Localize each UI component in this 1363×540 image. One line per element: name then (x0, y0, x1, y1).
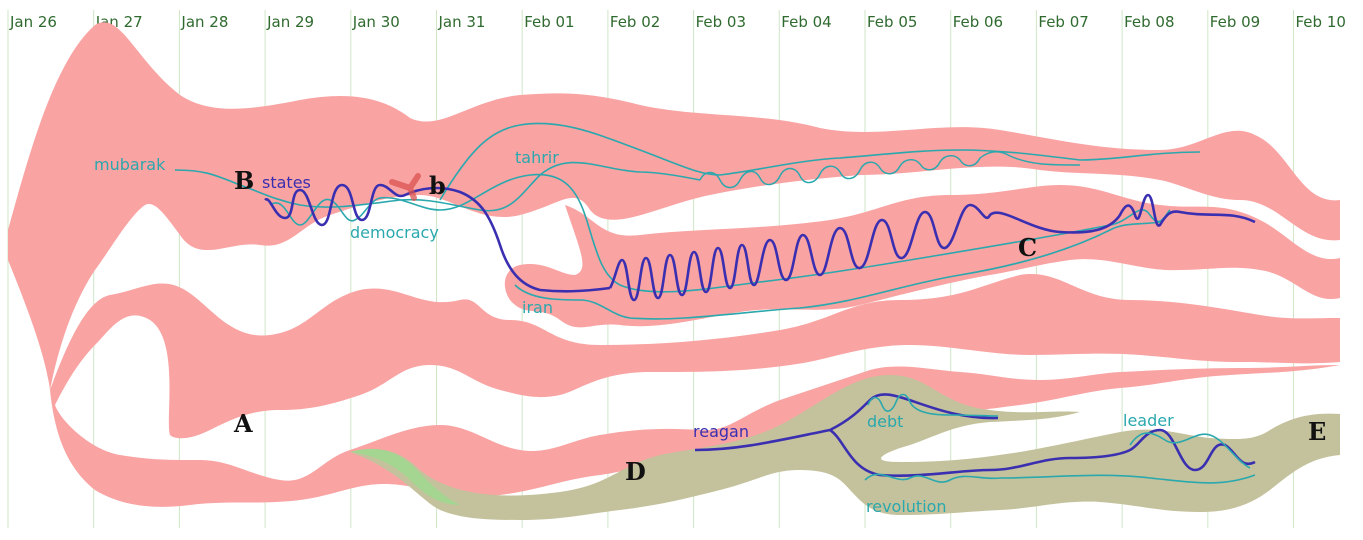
label-layer: mubarak states democracy tahrir iran reagan de… (94, 148, 1174, 516)
topic-label-mubarak: mubarak (94, 155, 166, 174)
split-marker (389, 173, 421, 201)
topic-label-reagan: reagan (693, 422, 749, 441)
topic-label-tahrir: tahrir (515, 148, 559, 167)
topic-label-iran: iran (522, 298, 553, 317)
date-tick-label: Feb 07 (1038, 13, 1088, 31)
date-tick-label: Feb 10 (1296, 13, 1346, 31)
date-tick-label: Jan 28 (180, 13, 228, 31)
tahrir-topic-line (439, 122, 1201, 201)
callout-A: A (233, 409, 253, 438)
date-tick-label: Jan 30 (352, 13, 400, 31)
tahrir-weave-line (699, 151, 1081, 189)
topic-label-states: states (262, 173, 311, 192)
democracy-topic-line (269, 173, 1171, 293)
iran-topic-line (514, 221, 1161, 320)
callout-b: b (429, 171, 446, 200)
date-tick-label: Feb 02 (610, 13, 660, 31)
main-stream-middle-band (504, 185, 1341, 328)
revolution-topic-line (864, 473, 1256, 484)
topic-label-debt: debt (867, 412, 903, 431)
states-topic-line (264, 183, 611, 293)
topic-label-revolution: revolution (866, 497, 947, 516)
callout-B: B (234, 166, 254, 195)
callout-layer: A B b C D E (233, 166, 1326, 486)
date-tick-label: Jan 31 (438, 13, 486, 31)
date-tick-label: Feb 08 (1124, 13, 1174, 31)
date-tick-label: Jan 29 (266, 13, 314, 31)
topic-label-leader: leader (1123, 411, 1174, 430)
main-stream-lower-band (50, 273, 1340, 507)
mubarak-topic-line (174, 161, 701, 212)
states-weave-line (608, 193, 1256, 302)
stream-layer (8, 22, 1341, 520)
date-tick-label: Feb 03 (696, 13, 746, 31)
topic-layer (174, 122, 1256, 484)
callout-E: E (1308, 417, 1326, 446)
date-tick-label: Feb 05 (867, 13, 917, 31)
debt-topic-line (867, 393, 999, 417)
date-tick-label: Feb 06 (953, 13, 1003, 31)
date-tick-label: Feb 04 (781, 13, 831, 31)
date-tick-label: Feb 01 (524, 13, 574, 31)
date-tick-label: Jan 26 (9, 13, 57, 31)
topic-label-democracy: democracy (350, 223, 439, 242)
callout-C: C (1018, 233, 1037, 262)
secondary-stream-start (350, 448, 460, 505)
date-tick-label: Feb 09 (1210, 13, 1260, 31)
reagan-topic-line (694, 393, 1256, 477)
leader-topic-line (1129, 432, 1251, 469)
callout-D: D (625, 457, 646, 486)
main-stream-top-band (8, 22, 1340, 390)
